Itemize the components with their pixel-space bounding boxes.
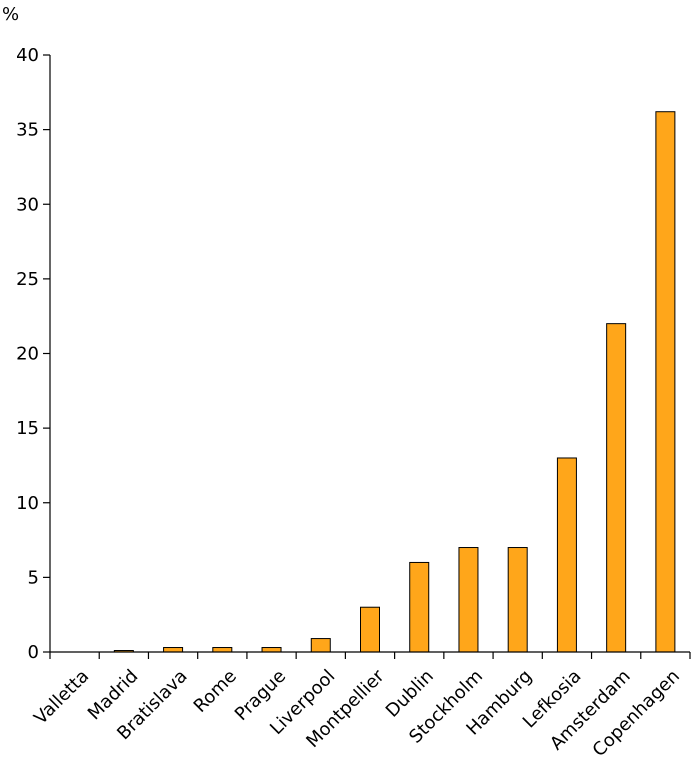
bar-prague [261, 647, 282, 653]
y-tick-label: 10 [16, 493, 39, 514]
bars [113, 111, 676, 653]
y-tick-label: 5 [28, 567, 39, 588]
bar-amsterdam [606, 323, 627, 653]
bar-hamburg [507, 547, 528, 653]
y-tick-label: 0 [28, 642, 39, 663]
x-axis-ticks: VallettaMadridBratislavaRomePragueLiverp… [30, 652, 691, 761]
y-tick-label: 40 [16, 45, 39, 66]
x-tick-label: Copenhagen [589, 666, 684, 761]
y-axis-ticks: 0 5 10 15 20 25 30 35 40 [16, 45, 50, 663]
y-axis-unit-label: % [2, 4, 19, 25]
y-tick-label: 25 [16, 269, 39, 290]
bar-rome [212, 647, 233, 653]
x-tick-label: Valletta [30, 666, 93, 729]
bar-montpellier [360, 606, 380, 653]
y-tick-label: 20 [16, 344, 39, 365]
bar-copenhagen [655, 111, 676, 653]
bar-bratislava [163, 647, 184, 653]
bar-lefkosia [556, 457, 577, 653]
y-tick-label: 35 [16, 120, 39, 141]
y-tick-label: 30 [16, 194, 39, 215]
y-tick-label: 15 [16, 418, 39, 439]
bar-stockholm [458, 547, 479, 653]
bar-liverpool [310, 638, 331, 653]
bar-dublin [409, 561, 430, 653]
